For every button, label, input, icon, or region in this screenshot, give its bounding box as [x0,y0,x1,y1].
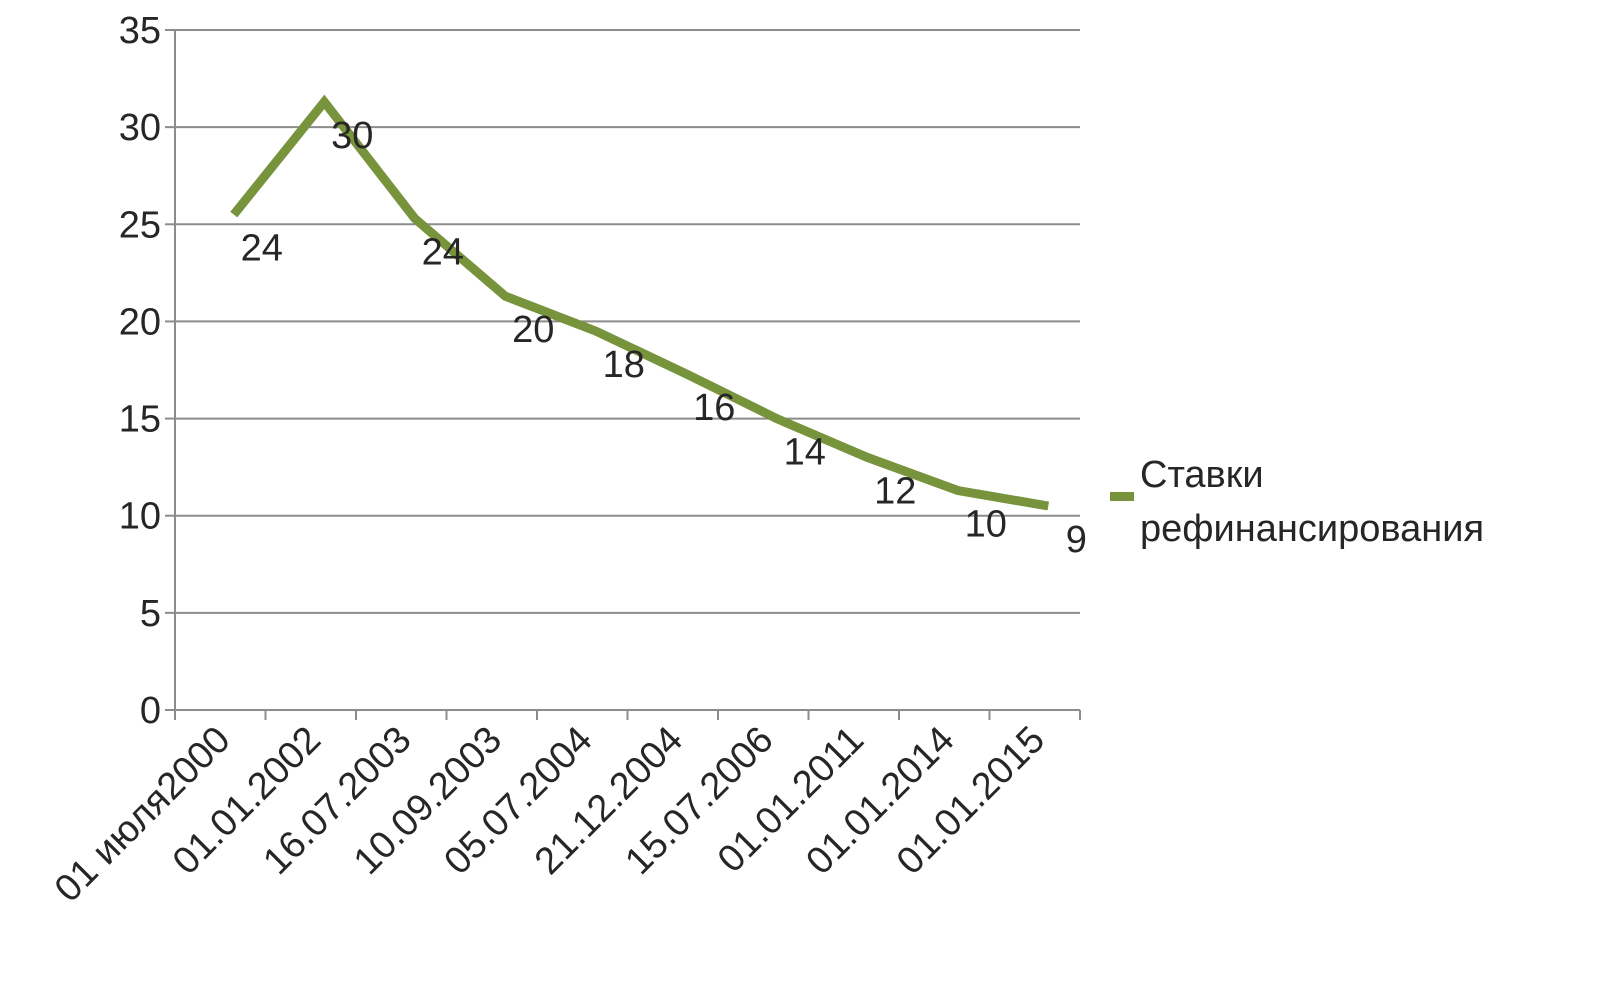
data-label: 20 [512,309,554,351]
data-label: 9 [1066,519,1087,561]
y-tick-label-20: 20 [119,301,161,343]
legend-swatch-0 [1110,492,1134,501]
axes [165,29,1081,720]
y-tick-label-5: 5 [140,593,161,635]
y-tick-label-10: 10 [119,496,161,538]
data-label: 18 [603,344,645,386]
series-lines [230,94,1050,511]
x-axis-tick-labels: 01 июля200001.01.200216.07.200310.09.200… [47,719,1053,911]
y-tick-label-25: 25 [119,204,161,246]
data-label: 24 [241,228,283,270]
y-tick-label-0: 0 [140,690,161,732]
y-tick-label-35: 35 [119,10,161,52]
y-tick-label-15: 15 [119,399,161,441]
data-label: 12 [874,470,916,512]
series-line-0 [230,94,1050,511]
legend: Ставки рефинансирования [1110,454,1484,550]
legend-label-line-1: рефинансирования [1140,508,1484,550]
data-label: 14 [784,432,826,474]
y-tick-label-30: 30 [119,107,161,149]
legend-label-line-0: Ставки [1140,454,1264,496]
data-label: 16 [693,387,735,429]
gridlines [175,29,1080,614]
data-labels: 24 30 24 20 18 16 14 12 10 9 [241,115,1087,561]
y-axis-tick-labels: 0 5 10 15 20 25 30 35 [119,10,161,732]
data-label: 10 [965,503,1007,545]
data-label: 24 [422,231,464,273]
data-label: 30 [331,115,373,157]
